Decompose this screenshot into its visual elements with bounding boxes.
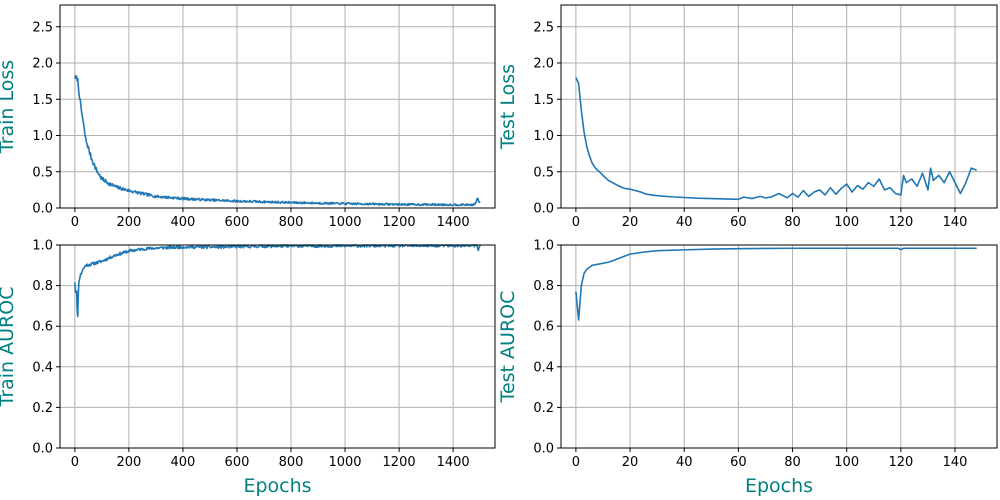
test-loss-ytick-label: 2.5 xyxy=(533,20,554,35)
train-loss-xtick-label: 400 xyxy=(171,215,196,230)
train-auroc-ytick-label: 0.4 xyxy=(32,360,53,375)
test-auroc-panel: 0 20 40 60 80 100 120 140 0.0 0.2 0.4 0.6 0.8 1.0 Test… xyxy=(497,239,998,497)
test-auroc-xtick-label: 140 xyxy=(943,455,968,470)
train-auroc-ytick-label: 1.0 xyxy=(32,239,53,254)
test-loss-ytick-label: 1.5 xyxy=(533,93,554,108)
train-auroc-ytick-label: 0.8 xyxy=(32,279,53,294)
test-loss-xtick-label: 20 xyxy=(622,215,639,230)
train-loss-xtick-label: 1000 xyxy=(328,215,361,230)
train-auroc-xtick-label: 1000 xyxy=(328,455,361,470)
test-auroc-ytick-label: 0.2 xyxy=(533,401,554,416)
train-auroc-axes-frame xyxy=(59,244,496,449)
test-auroc-xtick-label: 20 xyxy=(622,455,639,470)
train-auroc-series-line xyxy=(74,244,481,318)
train-loss-axes-frame xyxy=(59,4,496,209)
train-loss-xtick-label: 1200 xyxy=(383,215,416,230)
test-auroc-xtick-label: 80 xyxy=(784,455,801,470)
train-loss-xtick-label: 800 xyxy=(279,215,304,230)
train-loss-ylabel: Train Loss xyxy=(0,60,18,154)
train-loss-ytick-label: 2.0 xyxy=(32,57,53,72)
test-auroc-xtick-label: 100 xyxy=(834,455,859,470)
train-auroc-xlabel: Epochs xyxy=(243,475,311,497)
train-loss-xtick-label: 0 xyxy=(71,215,79,230)
train-auroc-ylabel: Train AUROC xyxy=(0,287,18,408)
train-loss-ytick-label: 2.5 xyxy=(32,20,53,35)
test-loss-ytick-label: 0.5 xyxy=(533,165,554,180)
test-auroc-xtick-label: 120 xyxy=(888,455,913,470)
train-auroc-xtick-label: 400 xyxy=(171,455,196,470)
test-auroc-ytick-label: 0.6 xyxy=(533,320,554,335)
test-loss-xtick-label: 140 xyxy=(943,215,968,230)
train-auroc-xtick-label: 1200 xyxy=(383,455,416,470)
train-auroc-xtick-label: 1400 xyxy=(437,455,470,470)
test-auroc-xtick-label: 0 xyxy=(572,455,580,470)
test-loss-xtick-label: 0 xyxy=(572,215,580,230)
train-loss-panel: 0 200 400 600 800 1000 1200 1400 0.0 0.5 1.0 1.5 2.0… xyxy=(0,4,496,230)
test-loss-xtick-label: 100 xyxy=(834,215,859,230)
test-auroc-ytick-label: 0.0 xyxy=(533,442,554,457)
train-auroc-xtick-label: 600 xyxy=(225,455,250,470)
test-loss-axes-frame xyxy=(560,4,998,209)
test-loss-xtick-label: 80 xyxy=(784,215,801,230)
train-loss-xtick-label: 600 xyxy=(225,215,250,230)
test-loss-ytick-label: 0.0 xyxy=(533,202,554,217)
train-auroc-ytick-label: 0.0 xyxy=(32,442,53,457)
train-auroc-panel: 0 200 400 600 800 1000 1200 1400 0.0 0.2 0.4 0.6 0.8… xyxy=(0,239,496,497)
train-auroc-xtick-label: 800 xyxy=(279,455,304,470)
test-loss-ytick-label: 1.0 xyxy=(533,129,554,144)
test-loss-ylabel: Test Loss xyxy=(497,64,519,150)
test-loss-xtick-label: 120 xyxy=(888,215,913,230)
test-auroc-ytick-label: 0.4 xyxy=(533,360,554,375)
train-loss-ytick-label: 1.0 xyxy=(32,129,53,144)
test-auroc-ytick-label: 0.8 xyxy=(533,279,554,294)
test-auroc-ylabel: Test AUROC xyxy=(497,291,519,404)
train-loss-xtick-label: 200 xyxy=(116,215,141,230)
train-loss-ytick-label: 1.5 xyxy=(32,93,53,108)
test-loss-ytick-label: 2.0 xyxy=(533,57,554,72)
test-auroc-xlabel: Epochs xyxy=(745,475,813,497)
test-auroc-series-line xyxy=(575,247,977,321)
train-loss-ytick-label: 0.0 xyxy=(32,202,53,217)
train-loss-series-line xyxy=(74,74,481,207)
train-loss-xtick-label: 1400 xyxy=(437,215,470,230)
train-auroc-ytick-label: 0.2 xyxy=(32,401,53,416)
test-loss-xtick-label: 60 xyxy=(730,215,747,230)
train-loss-ytick-label: 0.5 xyxy=(32,165,53,180)
test-auroc-xtick-label: 40 xyxy=(676,455,693,470)
train-auroc-xtick-label: 200 xyxy=(116,455,141,470)
train-auroc-ytick-label: 0.6 xyxy=(32,320,53,335)
test-auroc-xtick-label: 60 xyxy=(730,455,747,470)
test-auroc-ytick-label: 1.0 xyxy=(533,239,554,254)
test-loss-series-line xyxy=(575,77,977,201)
test-loss-panel: 0 20 40 60 80 100 120 140 0.0 0.5 1.0 1.5 2.0 2.5 Test… xyxy=(497,4,998,230)
train-auroc-xtick-label: 0 xyxy=(71,455,79,470)
test-auroc-axes-frame xyxy=(560,244,998,449)
test-loss-xtick-label: 40 xyxy=(676,215,693,230)
